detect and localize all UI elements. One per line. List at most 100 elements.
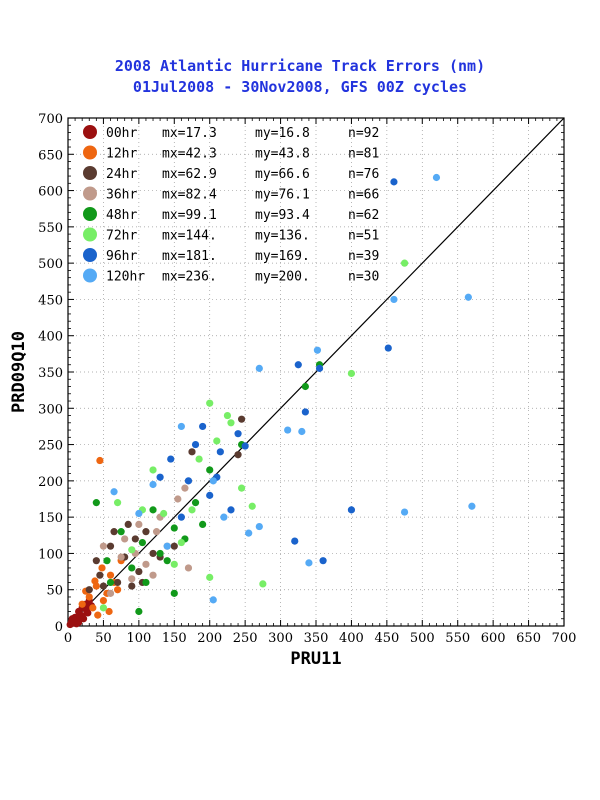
data-point-96hr [234,430,242,438]
data-point-24hr [149,549,157,558]
data-point-96hr [184,477,193,485]
data-point-12hr [114,586,122,594]
data-point-72hr [206,399,214,407]
data-point-36hr [174,495,182,503]
data-point-36hr [121,535,129,543]
legend-my: my=169. [255,249,310,264]
y-tick-label: 100 [38,547,63,562]
data-point-120hr [284,426,292,434]
data-point-00hr [76,614,84,622]
legend-marker-48hr [83,207,97,221]
data-point-12hr [89,604,97,612]
legend-n: n=66 [348,188,379,203]
y-tick-label: 0 [55,620,63,635]
legend-mx: mx=236. [162,270,217,285]
data-point-72hr [160,509,168,518]
data-point-24hr [188,448,196,456]
data-point-96hr [206,491,214,499]
chart-subtitle: 01Jul2008 - 30Nov2008, GFS 00Z cycles [132,78,468,96]
legend-mx: mx=42.3 [162,147,217,162]
data-point-36hr [128,575,136,583]
data-point-12hr [96,456,104,465]
data-point-72hr [400,259,409,267]
data-point-24hr [128,582,136,590]
data-point-120hr [400,508,409,516]
y-tick-label: 600 [38,185,63,200]
x-tick-label: 400 [339,631,364,646]
y-tick-label: 200 [38,475,63,490]
data-point-96hr [291,537,299,545]
data-point-36hr [106,589,115,597]
data-point-12hr [105,607,113,616]
legend-n: n=92 [348,126,379,141]
data-point-24hr [99,582,108,590]
data-point-12hr [99,597,108,605]
legend-marker-96hr [83,248,97,262]
x-tick-label: 700 [552,631,577,646]
data-point-48hr [128,564,136,572]
legend-my: my=16.8 [255,126,310,141]
legend-my: my=43.8 [255,147,310,162]
y-tick-label: 450 [38,293,63,308]
legend-n: n=30 [348,270,379,285]
legend-mx: mx=99.1 [162,208,217,223]
data-point-48hr [142,578,150,587]
data-point-24hr [106,542,115,550]
data-point-36hr [152,528,161,536]
legend-series-name: 36hr [106,188,137,203]
data-point-72hr [227,419,235,427]
data-point-24hr [114,578,122,587]
y-tick-label: 150 [38,511,63,526]
y-tick-label: 700 [38,112,63,127]
legend-marker-72hr [83,227,97,242]
legend-my: my=200. [255,270,310,285]
data-point-48hr [199,520,207,529]
data-point-48hr [149,506,157,514]
legend-series-name: 12hr [106,147,137,162]
data-point-96hr [241,442,249,450]
data-point-36hr [142,560,150,568]
y-tick-label: 550 [38,221,63,236]
data-point-12hr [106,571,115,579]
data-point-24hr [96,571,104,579]
x-tick-label: 0 [64,631,72,646]
data-point-72hr [259,580,267,588]
data-point-48hr [135,607,143,616]
data-point-120hr [255,364,263,372]
x-tick-label: 250 [233,631,258,646]
data-point-24hr [85,586,93,594]
x-tick-label: 200 [197,631,222,646]
legend-my: my=93.4 [255,208,310,223]
data-point-120hr [468,502,476,510]
data-point-48hr [163,557,171,565]
legend-mx: mx=17.3 [162,126,217,141]
data-point-12hr [78,600,86,608]
legend-series-name: 72hr [106,229,137,244]
data-point-12hr [98,564,106,572]
data-point-72hr [347,369,356,378]
data-point-120hr [149,480,157,489]
data-point-00hr [82,606,91,614]
legend-marker-120hr [83,268,97,283]
data-point-72hr [177,538,185,547]
data-point-96hr [216,448,224,456]
data-point-24hr [110,528,118,536]
data-point-48hr [301,382,309,391]
data-point-24hr [131,535,139,543]
legend-my: my=66.6 [255,167,310,182]
y-tick-label: 400 [38,330,63,345]
x-tick-label: 600 [481,631,506,646]
data-point-120hr [432,173,441,182]
data-point-72hr [213,437,221,445]
x-axis-label: PRU11 [290,649,341,669]
data-point-72hr [223,411,232,420]
x-tick-label: 100 [126,631,151,646]
data-point-96hr [390,178,398,186]
data-point-96hr [347,506,356,514]
x-tick-label: 500 [410,631,435,646]
data-point-120hr [209,596,217,604]
legend-series-name: 48hr [106,208,137,223]
data-point-96hr [191,440,200,449]
data-point-24hr [92,557,100,565]
